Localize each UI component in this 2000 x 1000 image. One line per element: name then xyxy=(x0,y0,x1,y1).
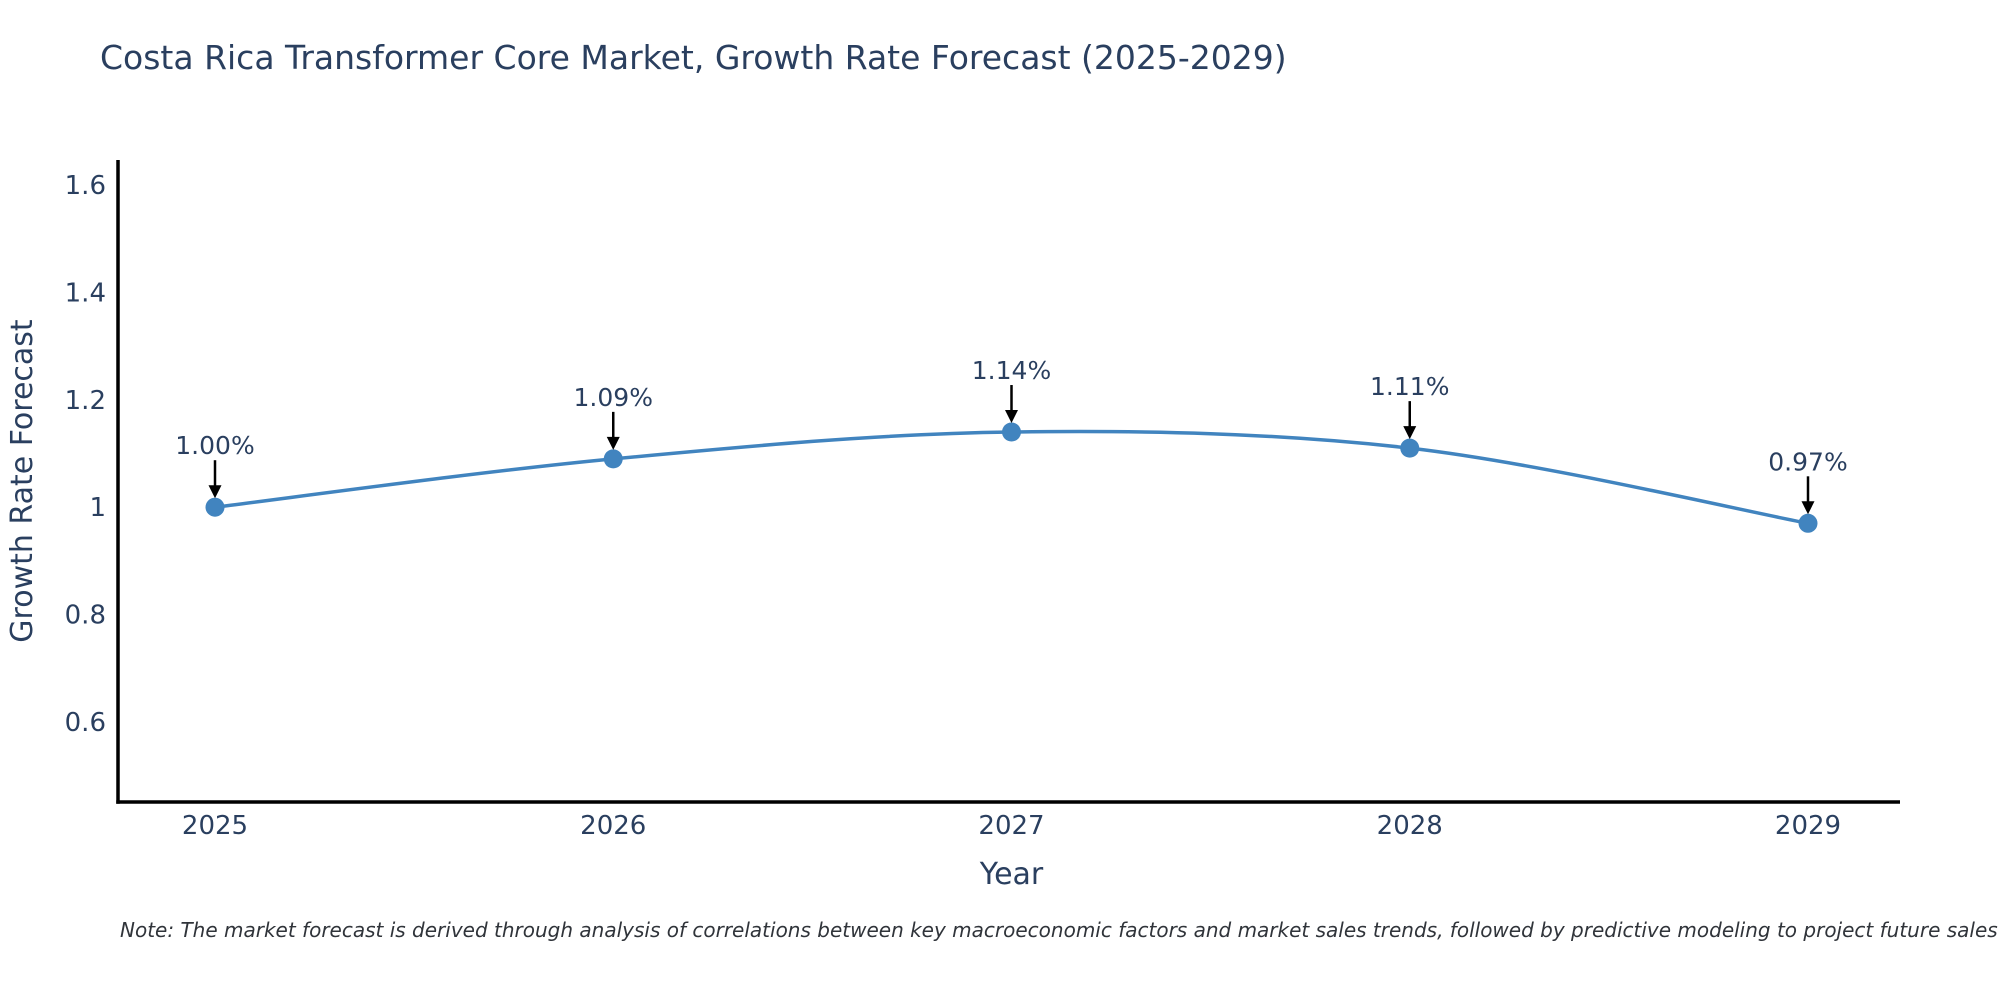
data-point-marker xyxy=(1798,513,1818,533)
footnote: Note: The market forecast is derived thr… xyxy=(120,918,1998,942)
x-tick-label: 2029 xyxy=(1775,811,1841,841)
annotation-arrowhead-icon xyxy=(1005,410,1018,424)
data-point-label: 1.11% xyxy=(1370,372,1449,401)
series-line xyxy=(213,429,1810,526)
annotation-arrowhead-icon xyxy=(208,485,222,499)
x-axis-title: Year xyxy=(979,857,1044,892)
x-tick-label: 2026 xyxy=(580,811,646,841)
data-point-marker xyxy=(1002,422,1021,442)
data-point-label: 1.09% xyxy=(574,383,653,412)
data-point-label: 1.00% xyxy=(175,431,254,460)
x-tick-label: 2028 xyxy=(1377,811,1443,841)
data-point-label: 1.14% xyxy=(972,356,1051,385)
data-point-marker xyxy=(603,449,623,469)
x-tick-label: 2027 xyxy=(978,811,1044,841)
y-tick-label: 1.6 xyxy=(65,171,106,201)
annotation-arrowhead-icon xyxy=(606,436,620,450)
y-tick-label: 1.4 xyxy=(65,278,106,308)
annotation-arrowhead-icon xyxy=(1801,501,1815,515)
x-tick-label: 2025 xyxy=(182,811,248,841)
annotation-arrowhead-icon xyxy=(1403,426,1417,440)
data-point-marker xyxy=(205,497,225,517)
y-tick-label: 1.2 xyxy=(65,386,106,416)
y-tick-label: 0.8 xyxy=(65,601,106,631)
y-tick-label: 0.6 xyxy=(65,708,106,738)
chart-title: Costa Rica Transformer Core Market, Grow… xyxy=(100,38,1287,77)
data-point-label: 0.97% xyxy=(1768,447,1847,476)
data-point-marker xyxy=(1400,438,1420,458)
y-axis-title: Growth Rate Forecast xyxy=(5,319,40,643)
y-tick-label: 1 xyxy=(89,493,106,523)
